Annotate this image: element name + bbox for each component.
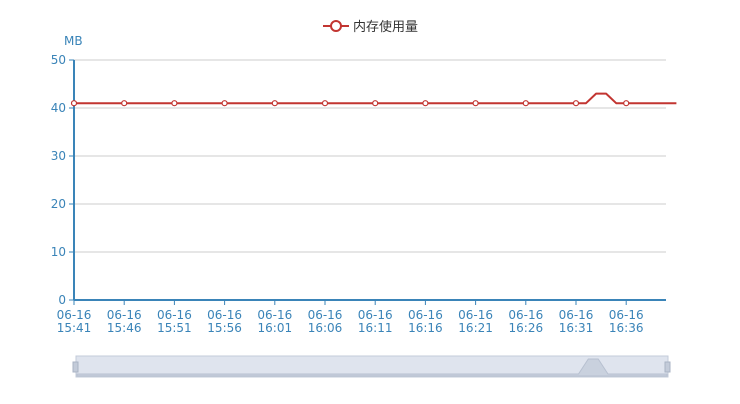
data-point[interactable] — [121, 100, 128, 107]
legend[interactable]: 内存使用量 — [323, 19, 418, 35]
x-tick-label: 06-16 16:31 — [559, 308, 594, 335]
series-layer — [70, 92, 677, 107]
y-tick-label: 30 — [51, 149, 66, 163]
y-tick-label: 50 — [51, 53, 66, 67]
data-point[interactable] — [221, 100, 228, 107]
y-tick-label: 0 — [58, 293, 66, 307]
data-point[interactable] — [372, 100, 379, 107]
x-tick-label: 06-16 16:11 — [358, 308, 393, 335]
zoom-handle-right[interactable] — [664, 361, 671, 373]
axes: 0 10 20 30 40 50 06-16 15:41 06-16 15:46 06-16 15:5… — [51, 53, 666, 335]
x-tick-label: 06-16 15:46 — [107, 308, 142, 335]
data-point[interactable] — [321, 100, 329, 107]
data-point[interactable] — [623, 100, 630, 107]
data-point[interactable] — [572, 100, 580, 107]
zoom-handle-left[interactable] — [72, 361, 79, 373]
x-tick-label: 06-16 16:16 — [408, 308, 443, 335]
data-zoom-slider[interactable] — [72, 355, 671, 378]
x-tick-label: 06-16 15:41 — [57, 308, 92, 335]
data-point[interactable] — [171, 100, 178, 107]
legend-label: 内存使用量 — [353, 19, 418, 35]
x-tick-label: 06-16 15:56 — [207, 308, 242, 335]
x-tick-label: 06-16 16:06 — [308, 308, 343, 335]
x-tick-label: 06-16 16:01 — [257, 308, 292, 335]
y-tick-label: 20 — [51, 197, 66, 211]
data-point[interactable] — [472, 100, 479, 107]
data-point[interactable] — [70, 100, 78, 107]
y-axis-unit-label: MB — [64, 34, 83, 48]
x-tick-label: 06-16 16:21 — [458, 308, 493, 335]
zoom-data-preview — [76, 358, 668, 377]
data-point[interactable] — [271, 100, 278, 107]
y-tick-label: 40 — [51, 101, 66, 115]
data-point[interactable] — [422, 100, 429, 107]
x-tick-label: 06-16 16:26 — [508, 308, 543, 335]
grid-lines — [74, 59, 666, 253]
legend-circle-marker — [330, 20, 342, 32]
y-tick-label: 10 — [51, 245, 66, 259]
data-point[interactable] — [522, 100, 529, 107]
x-tick-label: 06-16 16:36 — [609, 308, 644, 335]
x-tick-label: 06-16 15:51 — [157, 308, 192, 335]
